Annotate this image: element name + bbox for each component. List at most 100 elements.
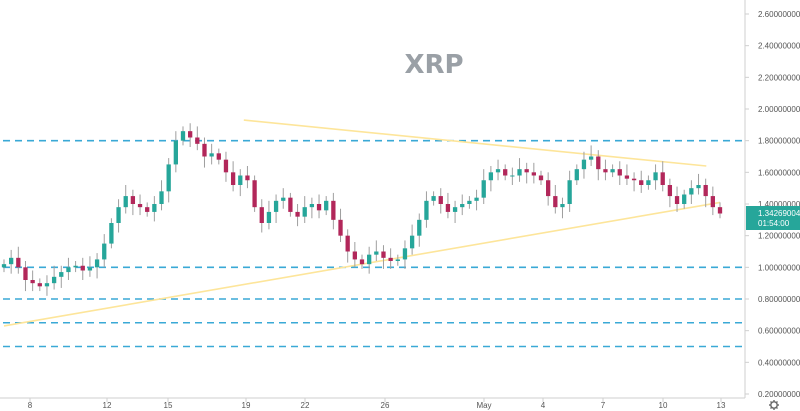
candle-body [51,276,57,284]
candle-body [180,131,186,141]
candle-body [324,200,329,211]
candle-body [367,254,372,265]
candle-body [245,175,250,181]
candle-body [452,207,458,212]
horizontal-levels [3,139,744,348]
candle-body [9,257,14,265]
candle-body [381,251,386,258]
time-tick-label: 7 [601,401,606,410]
candle-body [674,196,680,204]
candle-body [266,211,272,223]
candle-body [316,204,322,211]
time-tick-label: 12 [103,401,112,410]
candle-body [16,257,21,268]
candle-body [338,219,343,236]
candle-body [66,267,71,273]
candle-body [137,204,143,208]
candle-body [44,283,50,287]
current-price-tag: 1.34269004 01:54:00 [746,206,800,230]
candle-body [302,207,307,217]
chart-title: XRP [404,50,463,80]
candle-body [238,175,243,185]
candle-body [94,259,100,268]
candle-body [660,172,665,185]
price-tick-label: 0.40000000 [758,358,800,367]
candle-body [617,169,622,176]
candle-body [116,207,121,223]
price-tick-label: 1.20000000 [758,232,800,241]
candle-body [345,235,350,252]
candle-body [567,180,572,204]
candle-body [230,172,236,185]
time-tick-label: 26 [381,401,390,410]
candle-body [30,280,35,284]
candle-body [517,169,522,176]
candle-body [109,223,114,244]
price-tick-label: 1.00000000 [758,263,800,272]
candle-body [23,267,28,280]
candle-body [682,194,687,204]
candle-body [474,197,479,201]
candle-body [445,204,451,212]
candle-body [603,169,608,173]
candle-body [80,265,85,271]
candle-body [223,159,229,173]
candle-body [574,169,579,181]
candle-body [216,153,221,160]
candle-body [281,197,286,201]
candle-body [159,191,164,204]
price-tick-label: 0.80000000 [758,295,800,304]
candle-body [417,219,422,236]
countdown-label: 01:54:00 [758,219,790,228]
candle-body [503,169,508,176]
time-tick-label: 4 [541,401,546,410]
time-tick-label: 13 [717,401,726,410]
price-tick-label: 1.40000000 [758,200,800,209]
candle-body [59,272,64,277]
candle-body [123,196,128,208]
candle-body [438,196,443,204]
candle-body [173,140,178,165]
candle-body [510,175,515,177]
gear-icon[interactable] [769,400,779,410]
candle-body [259,207,264,223]
candle-body [624,175,630,179]
candle-body [130,196,136,204]
time-tick-label: 22 [301,401,310,410]
candle-body [481,180,486,198]
candle-body [581,159,587,170]
candle-body [424,200,429,220]
candle-body [374,251,379,255]
candle-body [717,207,723,214]
candle-body [431,196,436,201]
candle-body [145,207,150,212]
candle-body [195,137,200,144]
price-tick-label: 1.80000000 [758,137,800,146]
candle-body [639,180,644,185]
candle-body [546,180,551,197]
candle-body [409,235,415,249]
price-tick-label: 2.20000000 [758,73,800,82]
candle-body [631,178,637,181]
candle-body [309,204,315,208]
candle-body [1,264,7,268]
candle-body [402,248,408,260]
candle-body [273,200,279,212]
candle-body [252,180,257,208]
candle-body [388,257,393,261]
price-tick-label: 0.60000000 [758,327,800,336]
candle-body [102,243,107,260]
candle-body [352,251,357,260]
candle-body [152,204,157,212]
candle-body [467,200,472,204]
candle-body [667,185,673,197]
candle-body [202,143,207,157]
candle-body [166,164,171,192]
candle-body [460,204,465,208]
candle-body [488,172,494,181]
price-tick-label: 0.20000000 [758,390,800,399]
price-tick-label: 2.40000000 [758,42,800,51]
candle-body [331,200,336,220]
